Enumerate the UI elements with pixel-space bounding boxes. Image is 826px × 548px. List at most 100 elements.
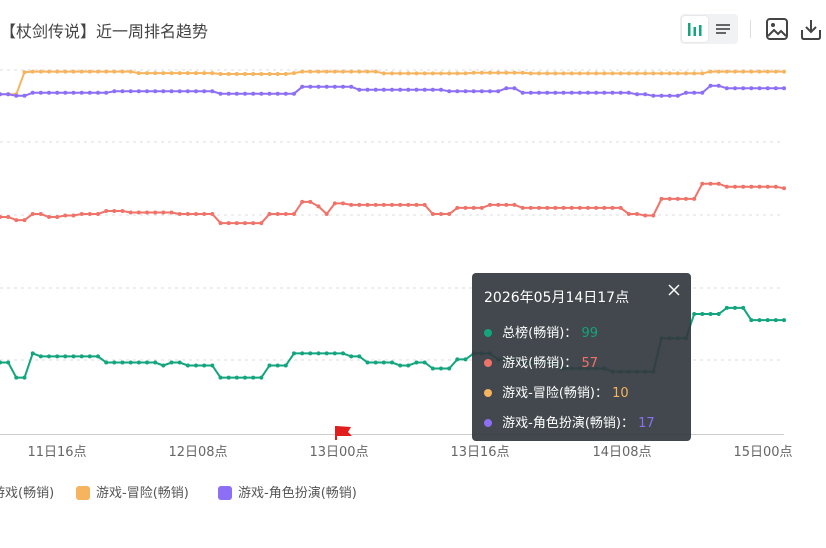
series-point-adventure <box>586 71 590 76</box>
legend-label: 游戏-冒险(畅销) <box>96 486 189 501</box>
series-point-adventure <box>537 71 541 76</box>
series-point-adventure <box>708 69 713 74</box>
series-point-adventure <box>218 72 223 76</box>
x-tick-label: 13日00点 <box>309 445 368 460</box>
series-point-adventure <box>569 71 574 76</box>
series-point-game <box>741 184 746 189</box>
series-point-rpg <box>610 90 615 95</box>
series-point-rpg <box>618 90 623 95</box>
legend-item-adventure[interactable]: 游戏-冒险(畅销) <box>76 484 189 504</box>
series-point-adventure <box>341 69 345 74</box>
series-point-adventure <box>79 69 84 74</box>
series-point-game <box>512 202 517 207</box>
series-point-adventure <box>724 69 729 74</box>
series-point-rpg <box>136 89 141 94</box>
series-point-rpg <box>96 90 100 95</box>
series-point-rpg <box>104 90 109 95</box>
series-point-game <box>96 212 100 216</box>
series-point-rpg <box>561 90 566 95</box>
series-point-game <box>112 209 117 213</box>
series-point-game <box>259 221 264 226</box>
series-point-game <box>455 205 460 210</box>
download-button[interactable] <box>796 14 826 44</box>
series-point-rpg <box>700 90 705 95</box>
series-point-game <box>724 184 729 189</box>
series-point-game <box>300 199 305 204</box>
series-point-rpg <box>218 91 223 96</box>
series-point-game <box>626 212 631 216</box>
series-point-game <box>586 205 590 210</box>
series-point-total <box>733 305 737 310</box>
list-view-button[interactable] <box>710 16 736 42</box>
series-point-game <box>463 205 468 210</box>
series-point-adventure <box>87 69 92 74</box>
series-point-game <box>71 213 76 218</box>
series-point-total <box>765 318 770 323</box>
x-tick-label: 14日08点 <box>592 445 651 460</box>
series-point-total <box>161 363 166 368</box>
series-point-adventure <box>357 69 362 74</box>
series-point-adventure <box>504 70 509 75</box>
series-point-game <box>569 205 574 210</box>
series-point-rpg <box>439 87 443 92</box>
series-point-adventure <box>520 70 525 75</box>
save-image-button[interactable] <box>762 14 792 44</box>
series-point-adventure <box>96 69 100 74</box>
series-point-total <box>96 354 100 359</box>
legend-item-game[interactable]: 游戏(畅销) <box>0 484 54 504</box>
series-point-total <box>71 354 76 359</box>
series-point-adventure <box>782 69 786 74</box>
series-point-total <box>79 354 84 359</box>
tooltip-label: 总榜(畅销)： <box>502 326 578 341</box>
series-point-adventure <box>365 69 370 74</box>
series-point-rpg <box>667 93 672 98</box>
series-point-adventure <box>455 71 460 76</box>
series-point-rpg <box>537 90 541 95</box>
close-icon[interactable] <box>667 283 681 297</box>
series-point-total <box>782 318 786 323</box>
series-point-total <box>692 312 697 316</box>
series-point-rpg <box>455 89 460 94</box>
series-point-game <box>341 201 345 206</box>
series-point-game <box>251 221 256 226</box>
series-point-total <box>300 351 305 356</box>
bar-chart-view-button[interactable] <box>682 16 708 42</box>
series-point-rpg <box>292 91 296 96</box>
series-point-rpg <box>0 92 2 97</box>
series-point-adventure <box>38 69 43 74</box>
series-point-adventure <box>733 69 737 74</box>
series-point-total <box>177 360 182 365</box>
series-point-adventure <box>749 69 754 74</box>
series-point-rpg <box>773 86 778 91</box>
series-point-rpg <box>373 87 378 92</box>
series-point-total <box>22 375 27 380</box>
series-point-total <box>447 366 452 371</box>
series-point-adventure <box>512 70 517 75</box>
x-tick-label: 11日16点 <box>27 445 86 460</box>
series-point-total <box>169 360 174 365</box>
series-point-game <box>87 212 92 216</box>
series-point-game <box>14 218 19 223</box>
series-point-adventure <box>741 69 746 74</box>
tooltip-row: 游戏-角色扮演(畅销)： 17 <box>484 409 679 439</box>
legend-item-rpg[interactable]: 游戏-角色扮演(畅销) <box>218 484 357 504</box>
chart-title: 【杖剑传说】近一周排名趋势 <box>0 22 209 41</box>
series-point-adventure <box>577 71 582 76</box>
series-point-game <box>667 196 672 201</box>
series-point-game <box>128 210 133 215</box>
series-point-adventure <box>185 71 190 76</box>
series-point-adventure <box>610 71 615 76</box>
series-point-rpg <box>153 89 158 94</box>
series-point-adventure <box>439 71 443 76</box>
series-point-rpg <box>675 93 680 98</box>
series-point-adventure <box>275 72 280 76</box>
series-point-game <box>504 202 509 207</box>
series-point-game <box>324 212 329 216</box>
tooltip-value: 17 <box>638 416 655 431</box>
series-point-adventure <box>194 71 198 76</box>
series-point-rpg <box>765 86 770 91</box>
series-point-adventure <box>381 71 386 76</box>
series-point-rpg <box>586 90 590 95</box>
series-point-game <box>635 212 639 216</box>
series-point-rpg <box>520 90 525 95</box>
